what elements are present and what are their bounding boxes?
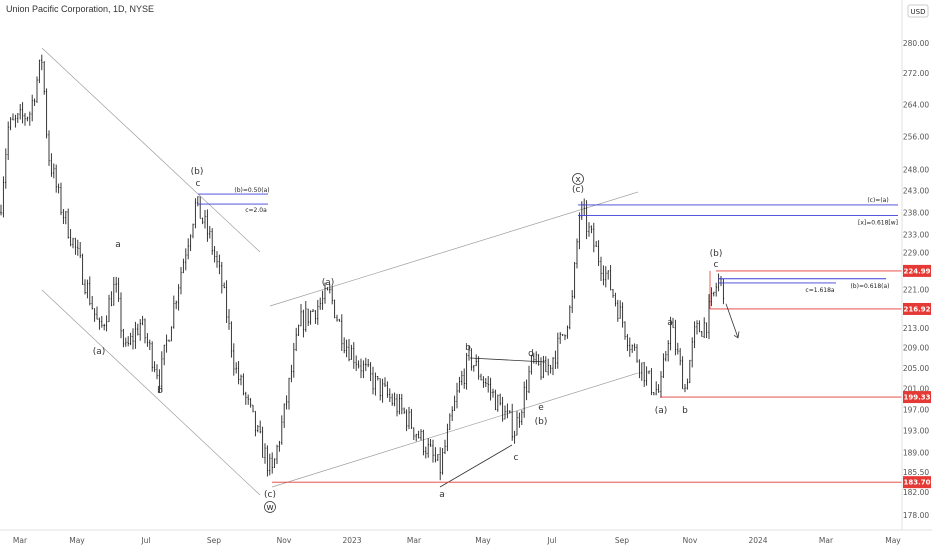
- fib-level-label: [x]=0.618[w]: [858, 219, 898, 226]
- wave-label: c: [514, 453, 519, 463]
- wave-circle: [572, 173, 584, 185]
- y-tick-label: 205.00: [903, 364, 929, 373]
- price-tag-box: [903, 476, 931, 489]
- price-tags: 224.99 216.92 199.33 183.70: [903, 264, 931, 489]
- y-tick-label: 189.00: [903, 449, 929, 458]
- x-tick-label: 2023: [342, 536, 361, 545]
- trend-line: [439, 444, 513, 488]
- wave-label: a: [115, 240, 121, 250]
- chart-title: Union Pacific Corporation, 1D, NYSE: [6, 4, 155, 14]
- price-tag-box: [903, 302, 931, 315]
- x-tick-label: Sep: [615, 536, 629, 545]
- trend-line: [269, 191, 639, 307]
- y-tick-label: 272.00: [903, 69, 929, 78]
- x-tick-label: Mar: [13, 536, 28, 545]
- trend-line: [41, 289, 261, 496]
- y-tick-label: 248.00: [903, 165, 929, 174]
- wave-label: a: [667, 318, 673, 328]
- x-axis: Mar May Jul Sep Nov 2023 Mar May Jul Sep Nov 2024 Ma…: [0, 529, 932, 545]
- y-tick-label: 280.00: [903, 39, 929, 48]
- y-tick-label: 243.00: [903, 187, 929, 196]
- wave-label: c: [196, 179, 201, 189]
- wave-label: (a): [655, 406, 668, 416]
- y-tick-label: 193.00: [903, 427, 929, 436]
- price-tag-label: 183.70: [903, 479, 930, 487]
- projection-arrow: [725, 303, 739, 338]
- wave-label: w: [266, 503, 273, 513]
- x-tick-label: Mar: [819, 536, 834, 545]
- fib-level-label: (c)=(a): [867, 197, 888, 204]
- x-tick-label: Jul: [546, 536, 556, 545]
- x-tick-label: Mar: [407, 536, 422, 545]
- x-tick-label: Nov: [277, 536, 292, 545]
- y-tick-label: 238.00: [903, 208, 929, 217]
- fib-level-label: (b)=0.618(a): [850, 283, 889, 290]
- x-tick-label: May: [475, 536, 491, 545]
- wave-label: c: [714, 260, 719, 270]
- fib-level-label: c=1.618a: [805, 287, 835, 294]
- wave-label: x: [575, 175, 581, 185]
- x-tick-label: Jul: [140, 536, 150, 545]
- y-tick-label: 233.00: [903, 230, 929, 239]
- wave-label: b: [157, 386, 163, 396]
- wave-label: d: [528, 349, 534, 359]
- candles: [0, 54, 725, 481]
- y-tick-label: 256.00: [903, 132, 929, 141]
- y-tick-label: 178.00: [903, 511, 929, 520]
- x-tick-label: Nov: [683, 536, 698, 545]
- y-tick-label: 209.00: [903, 344, 929, 353]
- wave-label: (a): [93, 347, 106, 357]
- x-tick-label: 2024: [748, 536, 767, 545]
- y-tick-label: 213.00: [903, 324, 929, 333]
- y-tick-label: 185.50: [903, 468, 929, 477]
- y-tick-label: 197.00: [903, 405, 929, 414]
- price-tag-label: 224.99: [903, 267, 930, 275]
- wave-label: (b): [710, 249, 723, 259]
- trend-line: [469, 357, 546, 363]
- trend-line: [41, 47, 261, 253]
- price-tag-box: [903, 391, 931, 404]
- fib-level-label: (b)=0.50(a): [234, 187, 269, 194]
- y-tick-label: 264.00: [903, 100, 929, 109]
- currency-label: USD: [911, 8, 926, 16]
- wave-label: (b): [535, 417, 548, 427]
- wave-label: (c): [264, 490, 276, 500]
- wave-labels: (b)ca(a)b(c)w(a)bde(b)acx(c)(b)ca(a) b: [93, 167, 723, 513]
- wave-label: (a): [322, 278, 335, 288]
- wave-label: b: [465, 343, 471, 353]
- x-tick-label: May: [885, 536, 901, 545]
- y-tick-label: 229.00: [903, 248, 929, 257]
- arrow-head: [733, 331, 740, 339]
- y-tick-label: 182.00: [903, 488, 929, 497]
- x-tick-label: May: [69, 536, 85, 545]
- currency-button[interactable]: USD: [907, 4, 929, 18]
- wave-label: (c): [572, 185, 584, 195]
- fib-level-label: c=2.0a: [245, 207, 267, 214]
- price-tag-box: [903, 264, 931, 277]
- wave-circle: [264, 501, 276, 513]
- wave-label: (b): [191, 167, 204, 177]
- x-tick-label: Sep: [207, 536, 221, 545]
- y-tick-label: 201.00: [903, 384, 929, 393]
- y-tick-label: 221.00: [903, 286, 929, 295]
- wave-label: e: [538, 403, 544, 413]
- wave-label: a: [439, 490, 445, 500]
- channel-lines: [41, 47, 639, 496]
- wave-label: b: [682, 406, 688, 416]
- price-tag-label: 199.33: [903, 394, 930, 402]
- trend-line: [271, 372, 639, 488]
- level-lines: (b)=0.50(a) c=2.0a (c)=(a) [x]=0.618[w] c=1.…: [198, 187, 902, 483]
- price-tag-label: 216.92: [903, 305, 930, 313]
